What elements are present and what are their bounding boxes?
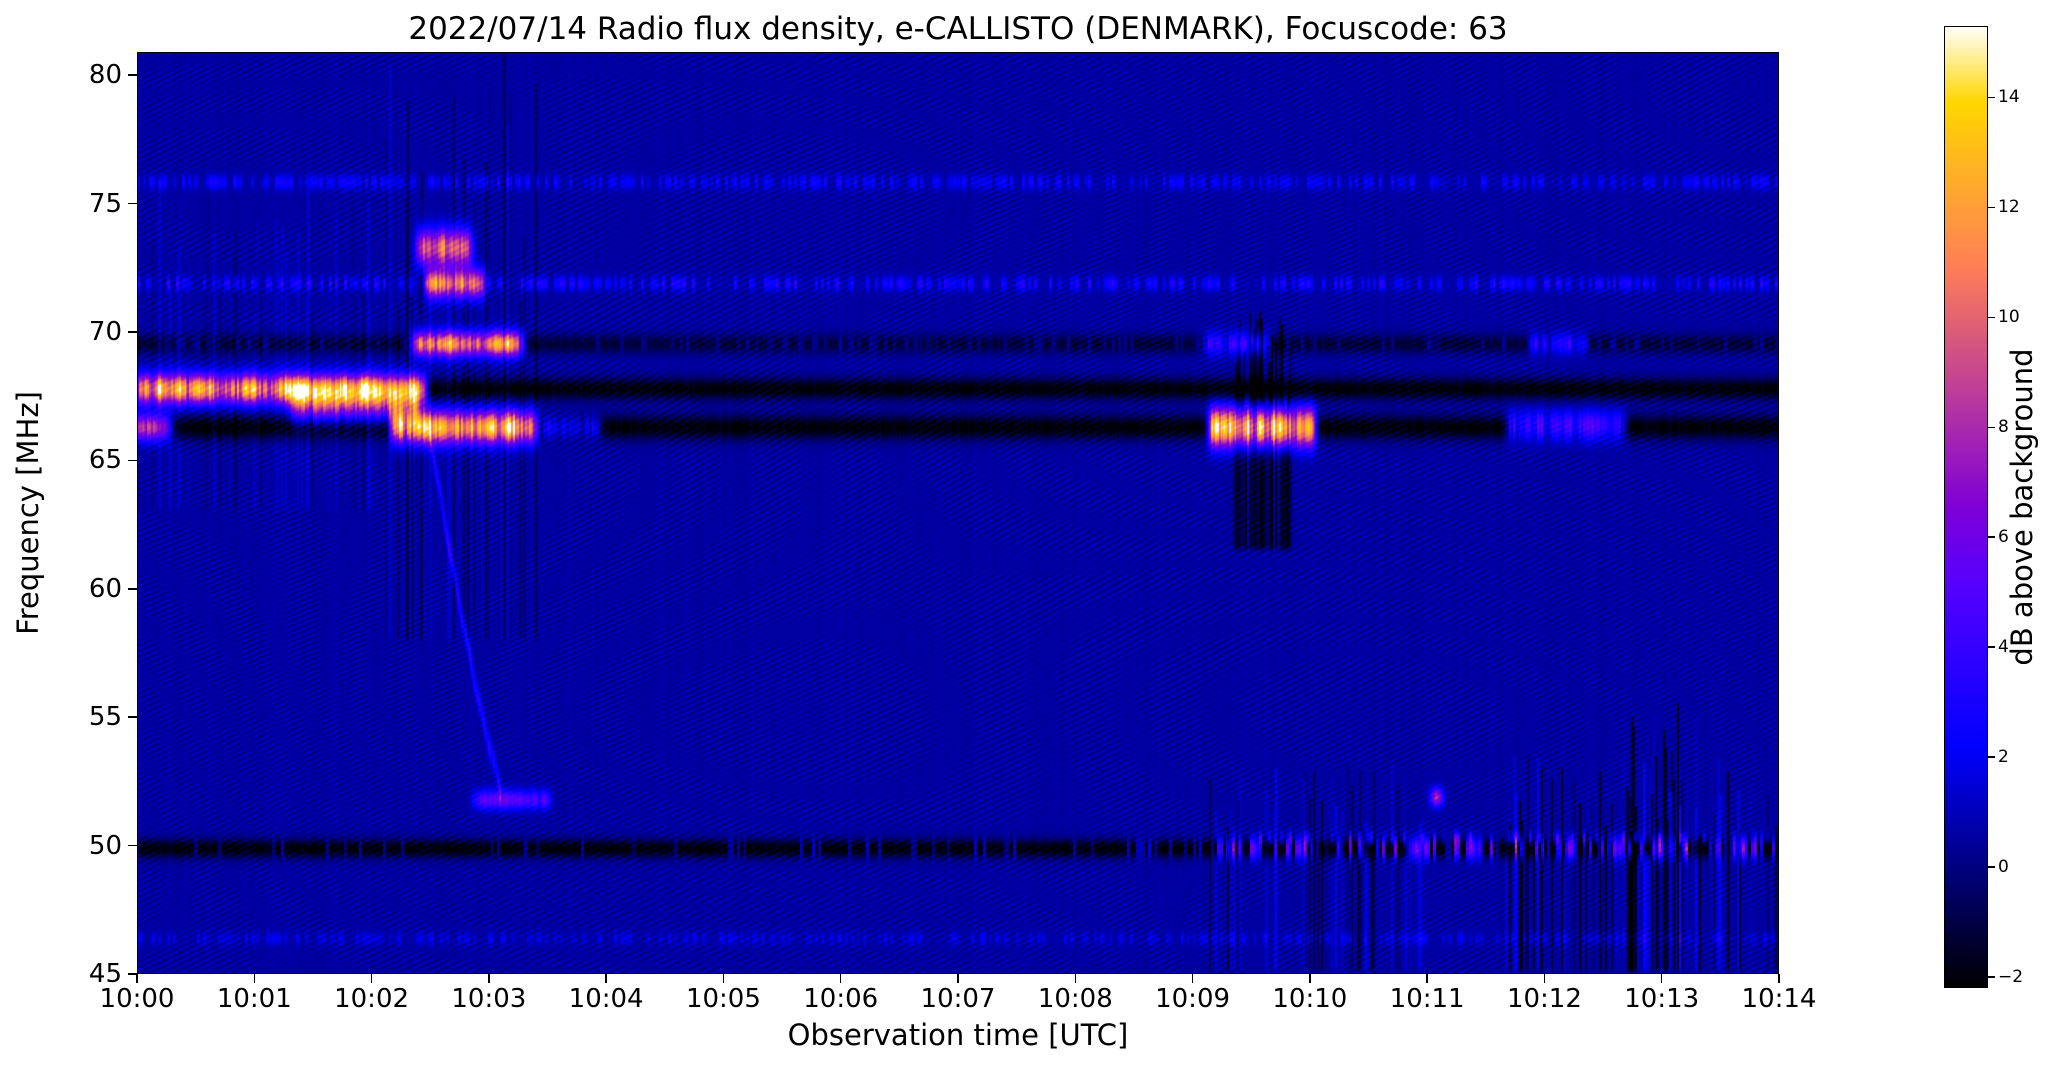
x-tick-label: 10:00 [99,984,175,1014]
x-axis-label: Observation time [UTC] [787,1018,1129,1052]
x-tick-mark [1778,974,1780,983]
x-tick-label: 10:10 [1272,984,1348,1014]
x-tick-mark [839,974,842,983]
x-tick-mark [605,974,607,983]
y-tick-mark [128,716,137,718]
colorbar-tick-label: 12 [1998,197,2020,218]
colorbar-tick-label: 6 [1998,527,2009,548]
y-tick-label: 55 [88,702,122,733]
x-tick-label: 10:04 [568,984,644,1014]
x-tick-label: 10:01 [216,984,292,1014]
colorbar-tick-label: −2 [1998,967,2024,987]
y-tick-mark [128,844,137,847]
colorbar-tick-mark [1988,756,1995,758]
colorbar-tick-label: 4 [1998,637,2009,658]
x-tick-label: 10:07 [920,984,996,1014]
y-tick-mark [128,588,137,590]
y-tick-label: 45 [88,959,122,989]
colorbar-tick-label: 2 [1998,747,2009,768]
y-tick-mark [128,459,137,462]
x-tick-mark [722,974,725,983]
x-tick-mark [957,974,959,983]
colorbar-tick-label: 14 [1998,87,2020,108]
x-tick-mark [488,974,490,983]
colorbar-tick-label: 8 [1998,417,2009,438]
y-axis-label: Frequency [MHz] [11,391,45,635]
x-tick-mark [136,974,138,983]
x-tick-mark [1426,974,1428,983]
colorbar-tick-label: 0 [1998,857,2009,878]
x-tick-label: 10:08 [1037,984,1113,1014]
colorbar-tick-mark [1988,96,1995,99]
colorbar-tick-mark [1988,536,1995,538]
x-tick-mark [1309,974,1311,983]
x-tick-mark [1660,974,1663,983]
figure-title: 2022/07/14 Radio flux density, e-CALLIST… [408,11,1508,47]
x-tick-label: 10:12 [1506,984,1582,1014]
y-tick-label: 80 [88,60,122,91]
x-tick-mark [253,974,256,983]
x-tick-label: 10:13 [1624,984,1700,1014]
y-tick-mark [128,973,137,975]
y-tick-label: 70 [88,316,122,347]
x-tick-mark [1074,974,1077,983]
colorbar-tick-label: 10 [1998,307,2020,328]
colorbar-tick-mark [1988,426,1995,429]
y-tick-label: 65 [88,445,122,476]
x-tick-label: 10:03 [451,984,527,1014]
y-tick-mark [128,331,137,333]
y-tick-label: 75 [88,188,122,219]
y-tick-mark [128,74,137,76]
x-tick-label: 10:09 [1155,984,1231,1014]
x-tick-mark [370,974,373,983]
colorbar-tick-mark [1988,866,1995,868]
x-tick-label: 10:14 [1741,984,1817,1014]
y-tick-mark [128,202,137,205]
x-tick-mark [1543,974,1546,983]
y-tick-label: 50 [88,830,122,861]
x-tick-label: 10:05 [685,984,761,1014]
colorbar-tick-mark [1988,976,1995,978]
x-tick-label: 10:06 [803,984,879,1014]
y-tick-label: 60 [88,573,122,604]
x-tick-label: 10:02 [334,984,410,1014]
colorbar-tick-mark [1988,646,1995,648]
x-tick-label: 10:11 [1389,984,1465,1014]
colorbar-tick-mark [1988,316,1995,319]
spectrogram-heatmap [137,52,1779,974]
colorbar-label: dB above background [2005,348,2039,666]
colorbar-gradient [1944,26,1988,988]
x-tick-mark [1191,974,1194,983]
colorbar-tick-mark [1988,206,1995,209]
